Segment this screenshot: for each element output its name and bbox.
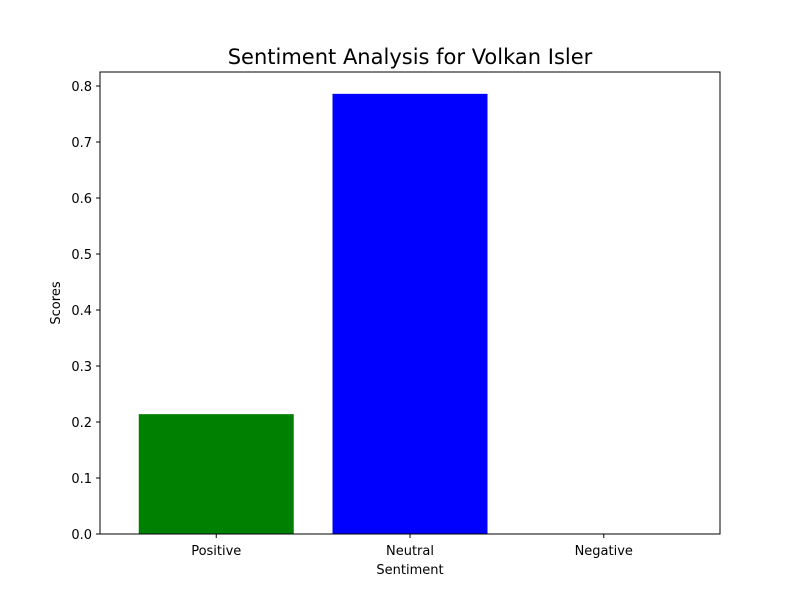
y-tick-label: 0.8 [71,80,92,95]
y-tick-label: 0.2 [71,416,92,431]
y-tick-label: 0.7 [71,136,92,151]
y-tick-label: 0.5 [71,248,92,263]
x-tick-label: Negative [575,544,633,559]
y-tick-label: 0.3 [71,360,92,375]
y-axis-label: Scores [49,281,64,324]
axes-frame [99,71,721,535]
y-tick-label: 0.0 [71,528,92,543]
chart-title: Sentiment Analysis for Volkan Isler [228,45,593,69]
y-tick-label: 0.4 [71,304,92,319]
y-tick-label: 0.1 [71,472,92,487]
y-ticks: 0.0 0.1 0.2 0.3 0.4 0.5 0.6 0.7 0.8 [71,80,100,543]
bar-positive [138,414,294,534]
x-axis-label: Sentiment [376,563,443,578]
bars-layer [138,93,488,534]
x-ticks: Positive Neutral Negative [191,534,633,559]
bar-neutral [332,93,488,534]
x-tick-label: Neutral [386,544,434,559]
x-tick-label: Positive [191,544,241,559]
y-tick-label: 0.6 [71,192,92,207]
